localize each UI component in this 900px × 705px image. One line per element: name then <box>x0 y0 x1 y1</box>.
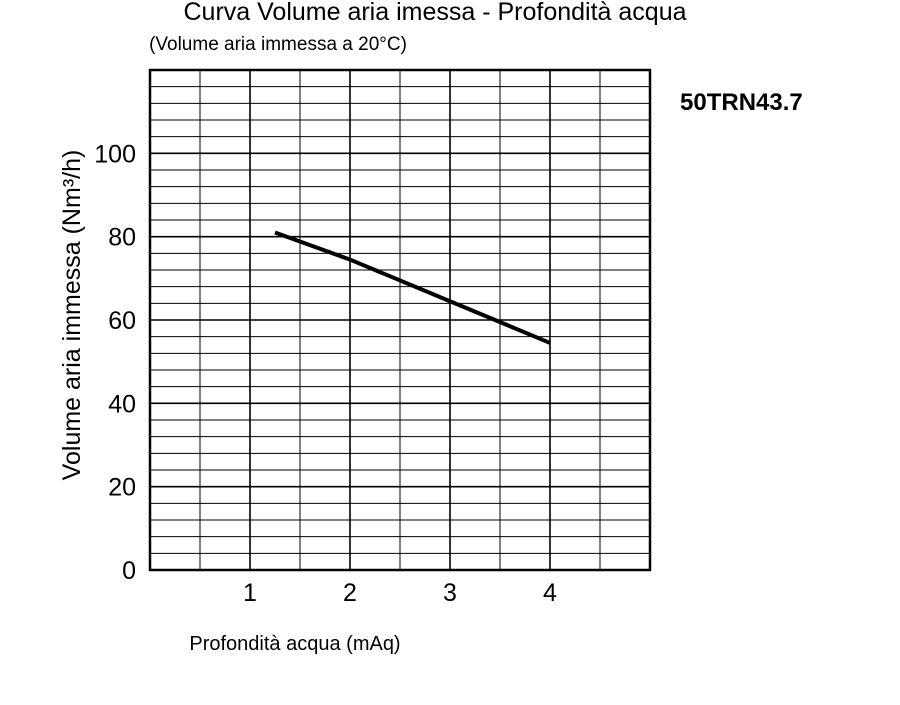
y-tick-label: 60 <box>108 307 136 335</box>
x-tick-label: 3 <box>443 579 457 607</box>
plot-grid <box>148 68 652 572</box>
chart-title: Curva Volume aria imessa - Profondità ac… <box>183 0 686 26</box>
model-label: 50TRN43.7 <box>680 89 803 116</box>
x-tick-label: 4 <box>543 579 557 607</box>
y-axis-label: Volume aria immessa (Nm³/h) <box>58 150 86 481</box>
y-axis-ticks: 0 20 40 60 80 100 <box>94 140 136 585</box>
x-axis-label: Profondità acqua (mAq) <box>189 633 400 655</box>
y-tick-label: 100 <box>94 140 136 168</box>
x-tick-label: 1 <box>243 579 257 607</box>
x-tick-label: 2 <box>343 579 357 607</box>
y-tick-label: 20 <box>108 474 136 502</box>
y-tick-label: 0 <box>122 557 136 585</box>
series-layer <box>274 230 551 345</box>
chart-subtitle: (Volume aria immessa a 20°C) <box>149 34 407 55</box>
x-axis-ticks: 1 2 3 4 <box>243 579 557 607</box>
plot-frame <box>148 68 652 572</box>
y-tick-label: 40 <box>108 390 136 418</box>
series-line <box>274 230 551 345</box>
y-tick-label: 80 <box>108 224 136 252</box>
